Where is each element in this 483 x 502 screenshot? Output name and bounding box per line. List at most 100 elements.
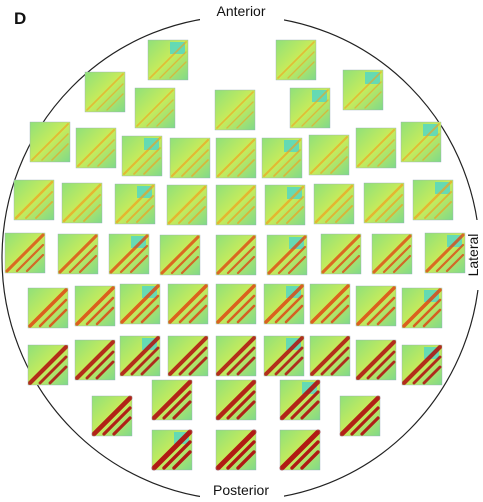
thumbnail-frame xyxy=(151,429,193,471)
diagonal-streak xyxy=(402,288,442,328)
thumbnail-frame xyxy=(167,283,209,325)
diagonal-streak xyxy=(287,51,315,79)
heatmap-thumbnail xyxy=(134,87,176,129)
diagonal-streak xyxy=(215,379,257,421)
thumbnail-frame xyxy=(215,184,257,226)
thumbnail-frame xyxy=(424,232,466,274)
diagonal-streak xyxy=(170,138,210,178)
heatmap-thumbnail xyxy=(263,283,305,325)
heatmap-thumbnail xyxy=(275,39,317,81)
diagonal-streak xyxy=(160,235,200,275)
thumbnail-frame xyxy=(215,137,257,179)
heatmap-thumbnail xyxy=(261,137,303,179)
thumbnail-grid xyxy=(4,39,466,471)
heatmap-thumbnail xyxy=(13,179,55,221)
diagonal-streak xyxy=(401,344,443,386)
thumbnail-frame xyxy=(134,87,176,129)
diagonal-streak xyxy=(321,234,361,274)
heatmap-thumbnail xyxy=(401,344,443,386)
diagonal-streak xyxy=(83,204,101,222)
diagonal-streak xyxy=(162,440,192,470)
diagonal-streak xyxy=(180,255,200,275)
diagonal-streak xyxy=(335,205,353,223)
diagonal-streak xyxy=(355,339,397,381)
thumbnail-frame xyxy=(412,179,454,221)
diagonal-streak xyxy=(287,255,307,275)
diagonal-streak xyxy=(91,395,133,437)
diagonal-streak xyxy=(422,365,442,385)
heatmap-thumbnail xyxy=(215,137,257,179)
diagonal-streak xyxy=(301,99,329,127)
heatmap-thumbnail xyxy=(309,283,351,325)
thumbnail-frame xyxy=(400,121,442,163)
heatmap-thumbnail xyxy=(114,183,156,225)
diagonal-streak xyxy=(320,346,350,376)
heatmap-thumbnail xyxy=(215,234,257,276)
diagonal-streak xyxy=(215,335,257,377)
thumbnail-frame xyxy=(355,127,397,169)
thumbnail-frame xyxy=(4,232,46,274)
diagonal-streak xyxy=(78,254,98,274)
heatmap-thumbnail xyxy=(119,283,161,325)
diagonal-streak xyxy=(133,147,161,175)
heatmap-thumbnail xyxy=(215,379,257,421)
thumbnail-frame xyxy=(261,137,303,179)
diagonal-streak xyxy=(74,339,116,381)
diagonal-streak xyxy=(178,346,208,376)
diagonal-streak xyxy=(265,185,305,225)
heatmap-thumbnail xyxy=(320,233,362,275)
heatmap-thumbnail xyxy=(289,87,331,129)
heatmap-thumbnail xyxy=(151,379,193,421)
diagonal-streak xyxy=(170,245,200,275)
anterior-label: Anterior xyxy=(216,3,265,19)
diagonal-streak xyxy=(159,51,187,79)
heatmap-thumbnail xyxy=(400,121,442,163)
diagonal-streak xyxy=(284,356,304,376)
diagonal-streak xyxy=(169,61,187,79)
thumbnail-frame xyxy=(313,183,355,225)
heatmap-thumbnail xyxy=(119,335,161,377)
heatmap-thumbnail xyxy=(159,234,201,276)
diagonal-streak xyxy=(109,234,149,274)
diagonal-streak xyxy=(372,234,412,274)
heatmap-thumbnail xyxy=(167,283,209,325)
diagonal-streak xyxy=(85,350,115,380)
thumbnail-frame xyxy=(84,71,126,113)
cool-patch xyxy=(365,72,380,84)
diagonal-streak xyxy=(126,195,154,223)
diagonal-streak xyxy=(188,304,208,324)
thumbnail-frame xyxy=(214,89,256,131)
heatmap-thumbnail xyxy=(264,184,306,226)
diagonal-streak xyxy=(149,41,187,79)
diagonal-streak xyxy=(188,356,208,376)
diagonal-streak xyxy=(291,89,329,127)
thumbnail-frame xyxy=(74,339,116,381)
diagonal-streak xyxy=(366,350,396,380)
diagonal-streak xyxy=(320,294,350,324)
thumbnail-frame xyxy=(108,233,150,275)
diagonal-streak xyxy=(14,180,54,220)
diagonal-streak xyxy=(402,123,440,161)
label-backdrop xyxy=(200,480,284,502)
thumbnail-frame xyxy=(169,137,211,179)
diagonal-streak xyxy=(236,400,256,420)
diagonal-streak xyxy=(425,233,465,273)
thumbnail-frame xyxy=(263,283,305,325)
thumbnail-frame xyxy=(339,395,381,437)
heatmap-thumbnail xyxy=(363,182,405,224)
thumbnail-frame xyxy=(371,233,413,275)
diagonal-streak xyxy=(226,245,256,275)
diagonal-streak xyxy=(215,429,257,471)
thumbnail-frame xyxy=(279,429,321,471)
diagonal-streak xyxy=(276,196,304,224)
thumbnail-frame xyxy=(114,183,156,225)
diagonal-streak xyxy=(341,254,361,274)
heatmap-thumbnail xyxy=(27,344,69,386)
diagonal-streak xyxy=(273,149,301,177)
diagonal-streak xyxy=(364,91,382,109)
heatmap-thumbnail xyxy=(75,127,117,169)
heatmap-thumbnail xyxy=(342,69,384,111)
diagonal-streak xyxy=(237,159,255,177)
thumbnail-frame xyxy=(355,339,397,381)
heatmap-thumbnail xyxy=(215,335,257,377)
